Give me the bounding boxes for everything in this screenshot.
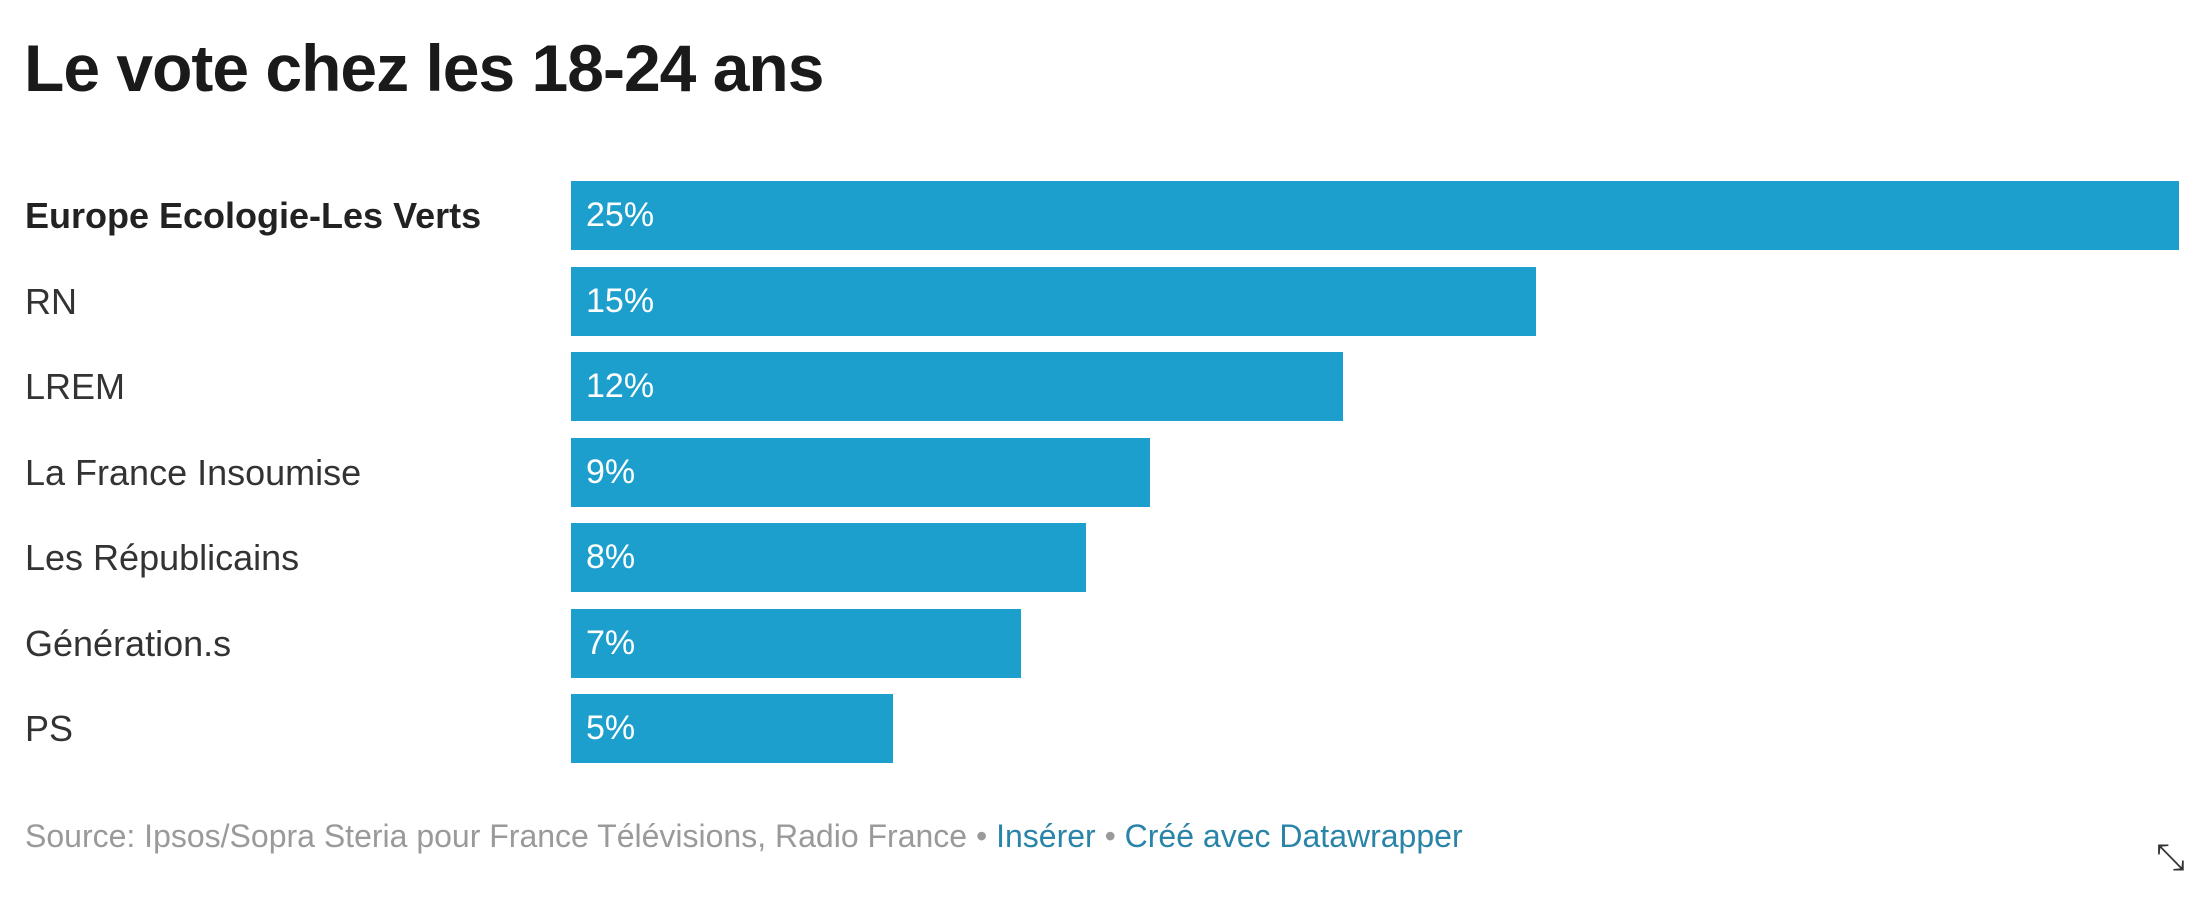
bar	[571, 181, 2179, 250]
separator: •	[967, 818, 997, 854]
value-label: 9%	[586, 452, 636, 491]
chart-title: Le vote chez les 18-24 ans	[24, 31, 824, 105]
datawrapper-link[interactable]: Créé avec Datawrapper	[1124, 818, 1463, 854]
value-label: 7%	[586, 623, 636, 662]
category-label: Europe Ecologie-Les Verts	[25, 195, 482, 236]
category-label: LREM	[25, 366, 126, 407]
value-label: 12%	[586, 367, 655, 405]
value-label: 15%	[586, 281, 655, 320]
bar	[571, 352, 1343, 421]
bar	[571, 608, 1022, 678]
resize-arrow-icon[interactable]: ⤡	[2156, 836, 2185, 877]
category-label: Les Républicains	[25, 537, 300, 578]
category-label: PS	[25, 708, 74, 749]
category-label: RN	[25, 280, 77, 322]
value-label: 5%	[586, 709, 636, 747]
chart-footer: Source: Ipsos/Sopra Steria pour France T…	[25, 818, 1463, 855]
separator: •	[1095, 818, 1125, 854]
category-label: La France Insoumise	[25, 451, 362, 493]
insert-link[interactable]: Insérer	[996, 818, 1096, 854]
bar	[571, 266, 1536, 336]
category-label: Génération.s	[25, 622, 232, 664]
bar	[571, 694, 893, 763]
bar	[571, 437, 1150, 507]
value-label: 8%	[586, 538, 636, 576]
value-label: 25%	[586, 196, 655, 234]
source-text: Source: Ipsos/Sopra Steria pour France T…	[25, 818, 968, 854]
bar	[571, 523, 1086, 592]
